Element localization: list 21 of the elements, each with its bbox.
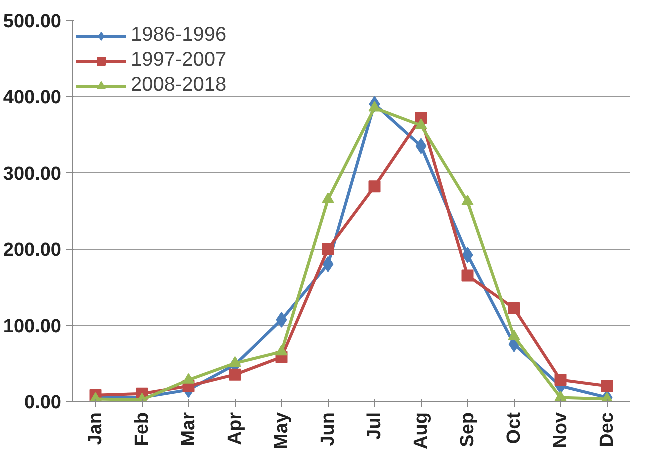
x-tick-label: Apr: [224, 412, 246, 446]
x-tick-label: Mar: [178, 412, 200, 446]
y-tick-label: 0.00: [24, 392, 62, 414]
y-tick-label: 400.00: [3, 88, 62, 109]
legend-label: 1997-2007: [131, 49, 227, 72]
legend-label: 2008-2018: [131, 74, 227, 97]
y-tick-label: 300.00: [3, 164, 62, 185]
y-tick-label: 200.00: [3, 240, 62, 262]
x-tick-label: Jan: [85, 412, 106, 446]
x-tick-label: Jul: [364, 412, 386, 440]
legend-label: 1986-1996: [131, 24, 227, 47]
x-tick-label: May: [271, 412, 292, 450]
x-tick-label: Sep: [457, 412, 478, 448]
y-tick-label: 100.00: [3, 316, 62, 338]
x-tick-label: Jun: [318, 412, 339, 446]
x-tick-label: Dec: [596, 412, 618, 448]
x-tick-label: Feb: [132, 412, 153, 446]
y-tick-label: 500.00: [3, 12, 62, 32]
x-tick-label: Aug: [410, 412, 432, 450]
x-tick-label: Oct: [504, 412, 525, 444]
x-tick-label: Nov: [550, 412, 572, 448]
